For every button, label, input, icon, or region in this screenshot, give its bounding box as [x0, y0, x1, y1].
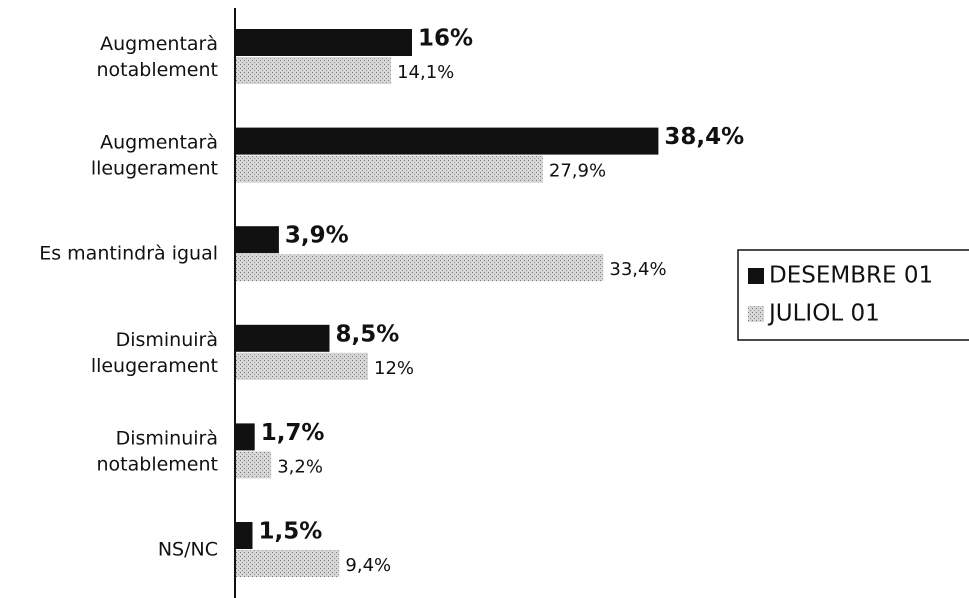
value-label: 1,5%	[259, 519, 323, 545]
bar	[236, 522, 253, 549]
value-label: 3,9%	[285, 223, 349, 249]
bar	[236, 127, 659, 155]
category-label: Disminuirà lleugerament	[91, 328, 218, 376]
bar	[236, 324, 330, 352]
legend-label: JULIOL 01	[767, 301, 880, 327]
value-label: 9,4%	[345, 555, 391, 576]
category-label: Augmentarà lleugerament	[91, 131, 218, 179]
value-label: 27,9%	[549, 161, 606, 182]
bar	[236, 226, 279, 254]
legend-swatch	[748, 268, 764, 284]
legend-box	[737, 249, 969, 341]
bar	[236, 451, 272, 479]
bar	[236, 29, 412, 56]
bar	[236, 423, 255, 451]
category-label: Es mantindrà igual	[39, 243, 218, 265]
bar	[236, 155, 543, 183]
legend-swatch	[748, 306, 764, 322]
value-label: 8,5%	[336, 321, 400, 347]
value-label: 3,2%	[277, 456, 323, 477]
category-label: NS/NC	[158, 539, 218, 561]
value-label: 1,7%	[261, 420, 325, 446]
value-label: 16%	[418, 26, 473, 52]
value-label: 38,4%	[664, 124, 744, 150]
bar	[236, 550, 340, 577]
category-label: Disminuirà notablement	[97, 427, 218, 475]
bar	[236, 254, 604, 282]
category-label: Augmentarà notablement	[97, 33, 218, 81]
bar	[236, 352, 368, 380]
legend-label: DESEMBRE 01	[769, 263, 933, 289]
value-label: 12%	[374, 358, 414, 379]
bar	[236, 57, 392, 84]
value-label: 33,4%	[609, 259, 666, 280]
value-label: 14,1%	[397, 62, 454, 83]
